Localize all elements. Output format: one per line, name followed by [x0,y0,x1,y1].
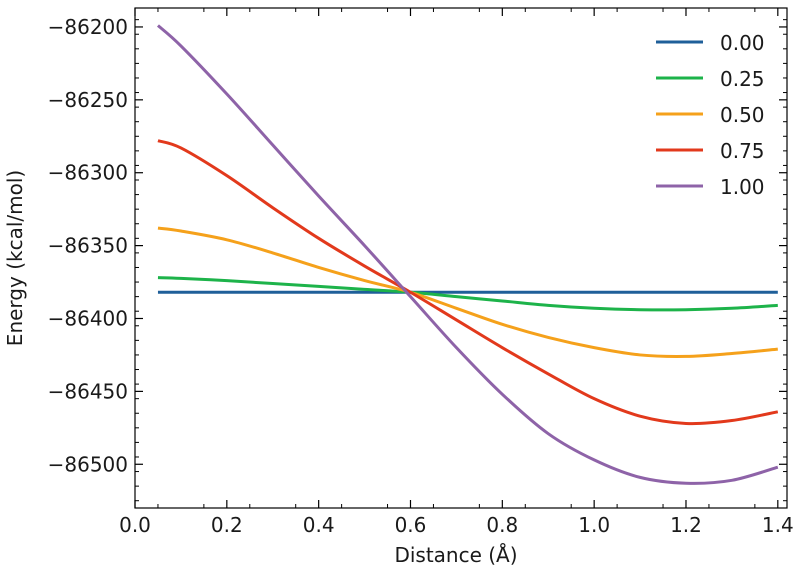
legend-label: 0.50 [720,103,765,127]
legend-label: 0.00 [720,31,765,55]
x-tick-label: 0.2 [211,513,243,537]
y-tick-label: −86200 [48,15,128,39]
series-layer [156,24,779,485]
legend-label: 1.00 [720,175,765,199]
series-line-2 [157,226,778,358]
axes-frame [134,7,788,509]
series-line-1 [157,276,778,312]
y-tick-label: −86400 [48,306,128,330]
y-tick-label: −86350 [48,234,128,258]
plot-frame [134,7,788,509]
x-tick-label: 0.6 [395,513,427,537]
series-line-4 [156,24,779,485]
ticks-layer: 0.0 0.2 0.4 0.6 0.8 1.0 1.2 1.4 −86200 −86250 −863… [48,8,794,537]
x-tick-label: 0.0 [119,513,151,537]
y-tick-label: −86500 [48,452,128,476]
legend-label: 0.75 [720,139,765,163]
x-tick-label: 1.4 [762,513,794,537]
y-tick-label: −86250 [48,88,128,112]
x-tick-label: 1.0 [578,513,610,537]
x-tick-label: 0.8 [486,513,518,537]
legend-label: 0.25 [720,67,765,91]
x-tick-label: 0.4 [303,513,335,537]
legend: 0.00 0.25 0.50 0.75 1.00 [656,31,765,199]
x-axis-label: Distance (Å) [394,543,517,567]
y-tick-label: −86450 [48,379,128,403]
y-axis-label: Energy (kcal/mol) [3,170,27,346]
series-line-3 [157,139,779,426]
x-tick-label: 1.2 [670,513,702,537]
y-tick-label: −86300 [48,161,128,185]
